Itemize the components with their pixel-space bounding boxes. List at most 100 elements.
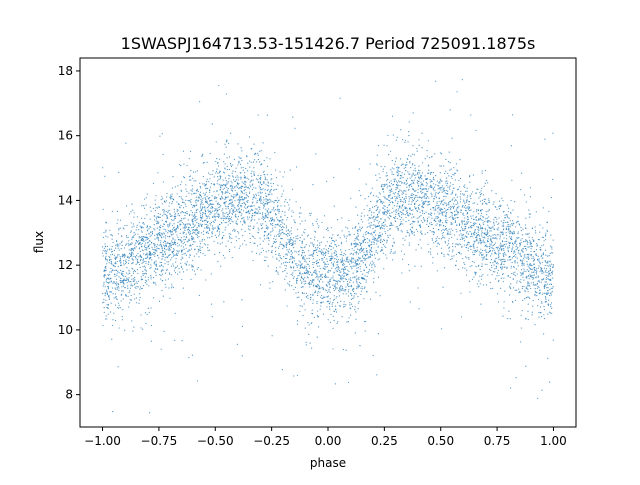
data-point	[382, 244, 385, 246]
data-point	[420, 230, 422, 232]
data-point	[429, 172, 432, 174]
data-point	[373, 239, 376, 241]
data-point	[146, 249, 148, 251]
data-point	[155, 220, 157, 222]
data-point	[264, 212, 266, 215]
data-point	[444, 207, 446, 209]
data-point	[475, 236, 477, 239]
data-point	[466, 187, 468, 189]
data-point	[498, 217, 500, 219]
data-point	[260, 195, 262, 198]
data-point	[454, 210, 456, 212]
data-point	[118, 289, 120, 292]
data-point	[343, 273, 345, 275]
data-point	[489, 282, 491, 284]
data-point	[118, 276, 120, 278]
data-point	[138, 299, 140, 301]
data-point	[291, 215, 293, 217]
data-point	[528, 232, 530, 234]
data-point	[396, 175, 399, 177]
data-point	[533, 274, 536, 276]
data-point	[247, 211, 249, 213]
data-point	[332, 277, 334, 279]
data-point	[211, 123, 213, 125]
data-point	[520, 239, 522, 241]
data-point	[445, 209, 447, 211]
data-point	[457, 268, 460, 270]
data-point	[148, 311, 150, 313]
data-point	[136, 226, 138, 228]
data-point	[288, 241, 290, 243]
data-point	[299, 310, 301, 312]
data-point	[271, 245, 274, 247]
data-point	[541, 261, 543, 264]
data-point	[228, 156, 231, 158]
data-point	[288, 252, 290, 254]
data-point	[132, 258, 134, 261]
data-point	[275, 169, 277, 171]
data-point	[439, 186, 441, 189]
data-point	[148, 250, 151, 253]
data-point	[466, 223, 468, 225]
data-point	[260, 200, 262, 202]
data-point	[380, 238, 382, 240]
data-point	[111, 250, 114, 252]
data-point	[518, 292, 520, 294]
data-point	[333, 261, 335, 263]
data-point	[222, 231, 224, 234]
data-point	[182, 218, 185, 220]
data-point	[229, 211, 231, 213]
data-point	[343, 259, 345, 261]
data-point	[472, 244, 474, 246]
data-point	[464, 267, 466, 269]
data-point	[523, 268, 525, 270]
data-point	[127, 255, 129, 257]
data-point	[252, 161, 255, 163]
data-point	[144, 282, 147, 284]
data-point	[435, 217, 437, 219]
data-point	[529, 276, 531, 278]
data-point	[537, 239, 540, 241]
data-point	[251, 216, 253, 219]
data-point	[235, 194, 237, 196]
data-point	[104, 286, 106, 288]
data-point	[472, 191, 474, 193]
data-point	[403, 190, 405, 192]
data-point	[543, 314, 545, 316]
data-point	[510, 250, 513, 252]
data-point	[241, 199, 244, 201]
data-point	[165, 221, 168, 223]
data-point	[458, 234, 460, 236]
data-point	[325, 249, 327, 251]
data-point	[302, 279, 305, 281]
data-point	[515, 268, 517, 270]
data-point	[250, 209, 253, 211]
data-point	[310, 237, 312, 240]
data-point	[239, 163, 242, 165]
data-point	[427, 217, 429, 220]
data-point	[327, 295, 329, 297]
data-point	[522, 273, 524, 276]
data-point	[125, 272, 127, 274]
data-point	[400, 211, 402, 213]
data-point	[341, 315, 343, 318]
data-point	[200, 201, 202, 203]
data-point	[216, 212, 218, 214]
data-point	[188, 214, 191, 216]
data-point	[213, 227, 215, 229]
data-point	[344, 289, 346, 291]
data-point	[112, 282, 114, 284]
data-point	[268, 198, 270, 200]
data-point	[262, 215, 264, 217]
data-point	[161, 269, 163, 271]
data-point	[494, 258, 496, 260]
data-point	[390, 150, 392, 152]
data-point	[262, 171, 264, 173]
data-point	[475, 266, 477, 268]
data-point	[182, 243, 184, 245]
data-point	[281, 238, 283, 240]
data-point	[522, 228, 524, 230]
data-point	[546, 261, 549, 263]
data-point	[364, 259, 366, 261]
data-point	[490, 235, 492, 237]
